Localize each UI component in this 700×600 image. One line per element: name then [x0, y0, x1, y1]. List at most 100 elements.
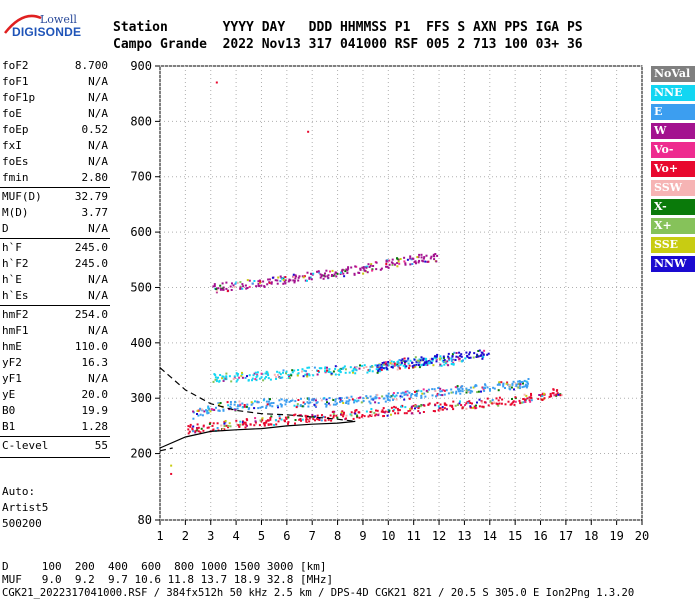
digisonde-logo: [3, 8, 43, 42]
echo-point: [397, 364, 400, 367]
echo-point: [423, 392, 426, 395]
echo-point: [382, 407, 385, 410]
echo-point: [360, 401, 363, 404]
echo-point: [207, 412, 210, 414]
echo-point: [478, 405, 481, 408]
echo-point: [468, 351, 471, 354]
echo-point: [435, 360, 438, 363]
echo-point: [492, 401, 495, 404]
echo-point: [276, 279, 279, 282]
param-value: N/A: [88, 222, 108, 235]
echo-point: [520, 381, 523, 383]
echo-point: [375, 413, 378, 416]
echo-point: [387, 395, 390, 398]
echo-point: [251, 377, 254, 380]
echo-point: [498, 383, 501, 386]
echo-point: [277, 406, 279, 409]
echo-point: [331, 269, 334, 272]
echo-point: [303, 275, 306, 278]
echo-point: [437, 387, 440, 389]
echo-point: [460, 353, 463, 356]
echo-point: [354, 399, 357, 402]
echo-point: [219, 374, 222, 376]
echo-point: [432, 410, 435, 412]
echo-point: [205, 409, 207, 412]
echo-point: [375, 409, 377, 412]
echo-point: [417, 364, 420, 366]
echo-point: [487, 352, 490, 355]
echo-point: [281, 277, 284, 280]
echo-point: [483, 349, 486, 352]
echo-point: [246, 403, 249, 406]
echo-point: [525, 386, 528, 389]
echo-point: [557, 393, 560, 396]
param-value: N/A: [88, 273, 108, 286]
echo-point: [320, 419, 323, 422]
echo-point: [199, 431, 202, 434]
echo-point: [401, 404, 404, 407]
echo-point: [414, 356, 417, 359]
echo-point: [225, 378, 228, 381]
echo-point: [268, 278, 271, 281]
echo-point: [368, 414, 371, 417]
param-row-fof1: foF1 N/A: [0, 74, 108, 90]
echo-point: [418, 366, 421, 369]
echo-point: [362, 272, 365, 275]
echo-point: [244, 284, 247, 287]
echo-point: [341, 410, 344, 413]
echo-point: [245, 418, 248, 421]
x-tick-label: 6: [283, 529, 290, 543]
echo-point: [330, 372, 333, 375]
echo-point: [460, 404, 463, 407]
echo-point: [317, 370, 320, 372]
echo-point: [381, 409, 384, 412]
echo-point: [404, 365, 407, 367]
echo-point: [287, 421, 290, 424]
echo-point: [401, 391, 404, 394]
echo-point: [217, 402, 220, 405]
param-value: N/A: [88, 155, 108, 168]
echo-point: [424, 260, 427, 263]
echo-point: [397, 409, 400, 412]
echo-point: [243, 405, 246, 408]
echo-point: [209, 410, 212, 413]
echo-point: [400, 359, 403, 362]
echo-point: [327, 274, 330, 277]
echo-point: [447, 357, 450, 360]
echo-point: [304, 373, 307, 376]
echo-point: [425, 254, 428, 257]
echo-point: [393, 395, 396, 398]
params-separator: [0, 457, 110, 458]
echo-point: [434, 355, 437, 358]
echo-point: [452, 400, 455, 403]
echo-point: [343, 411, 345, 414]
echo-point: [345, 396, 348, 399]
echo-point: [327, 276, 330, 279]
echo-point: [222, 408, 225, 411]
echo-point: [350, 395, 353, 398]
echo-point: [415, 363, 418, 366]
echo-point: [320, 399, 323, 402]
echo-point: [419, 359, 422, 362]
echo-point: [395, 394, 398, 397]
echo-point: [268, 281, 271, 284]
param-name: foE: [2, 107, 22, 120]
echo-point: [409, 407, 412, 410]
echo-point: [254, 420, 257, 423]
echo-point: [314, 419, 316, 422]
x-tick-label: 2: [182, 529, 189, 543]
echo-point: [417, 261, 420, 264]
x-tick-label: 10: [381, 529, 395, 543]
echo-point: [380, 368, 383, 371]
echo-point: [374, 396, 377, 399]
echo-point: [394, 263, 397, 266]
echo-point: [397, 260, 400, 263]
echo-point: [241, 406, 244, 409]
echo-point: [371, 365, 374, 368]
echo-point: [308, 398, 311, 401]
echo-point: [413, 358, 416, 361]
echo-point: [409, 263, 412, 266]
echo-point: [284, 282, 287, 285]
echo-point: [473, 385, 476, 388]
echo-point: [391, 366, 394, 369]
